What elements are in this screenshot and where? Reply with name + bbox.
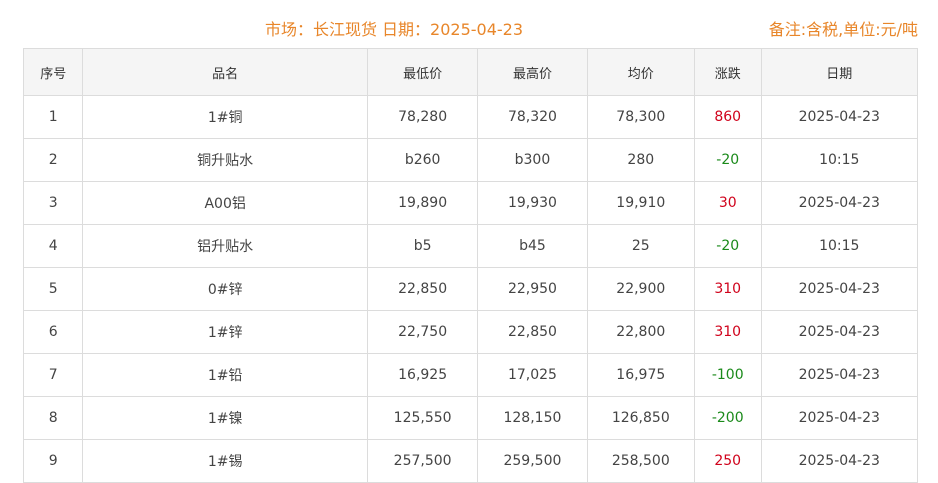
table-row: 7 1#铅 16,925 17,025 16,975 -100 2025-04-23 [22,353,918,397]
table-cell: -20 [693,138,762,182]
table-cell: 125,550 [366,396,479,440]
table-cell: b300 [477,138,588,182]
table-cell: A00铝 [82,181,368,225]
table-cell: 860 [693,95,762,139]
table-cell: 2025-04-23 [760,439,918,483]
table-cell: 铜升贴水 [82,138,368,182]
table-cell: 2 [22,138,84,182]
table-cell: -200 [693,396,762,440]
table-cell: 1 [22,95,84,139]
table-cell: 78,300 [586,95,695,139]
table-cell: 19,910 [586,181,695,225]
table-cell: 9 [22,439,84,483]
table-cell: 259,500 [477,439,588,483]
table-cell: 2025-04-23 [760,353,918,397]
table-cell: -100 [693,353,762,397]
table-cell: 2025-04-23 [760,267,918,311]
table-cell: 7 [22,353,84,397]
table-row: 9 1#锡 257,500 259,500 258,500 250 2025-04-23 [22,439,918,483]
table-cell: 280 [586,138,695,182]
column-header: 序号 [22,48,84,96]
table-cell: 2025-04-23 [760,310,918,354]
table-cell: 78,280 [366,95,479,139]
table-cell: 22,950 [477,267,588,311]
table-cell: 128,150 [477,396,588,440]
table-cell: 22,800 [586,310,695,354]
table-row: 4 铝升贴水 b5 b45 25 -20 10:15 [22,224,918,268]
table-row: 3 A00铝 19,890 19,930 19,910 30 2025-04-23 [22,181,918,225]
table-cell: 1#铜 [82,95,368,139]
table-row: 2 铜升贴水 b260 b300 280 -20 10:15 [22,138,918,182]
table-cell: 2025-04-23 [760,95,918,139]
table-cell: 1#镍 [82,396,368,440]
price-table: 序号 品名 最低价 最高价 均价 涨跌 日期 1 1#铜 78,280 78,320 78,300 8… [22,48,918,483]
table-cell: 16,975 [586,353,695,397]
column-header: 最高价 [477,48,588,96]
unit-note: 备注:含税,单位:元/吨 [768,20,918,39]
table-cell: 257,500 [366,439,479,483]
table-header: 序号 品名 最低价 最高价 均价 涨跌 日期 [22,48,918,96]
table-cell: 1#铅 [82,353,368,397]
table-row: 8 1#镍 125,550 128,150 126,850 -200 2025-04-23 [22,396,918,440]
table-cell: 126,850 [586,396,695,440]
table-cell: 4 [22,224,84,268]
column-header: 日期 [760,48,918,96]
table-cell: 30 [693,181,762,225]
table-cell: 1#锡 [82,439,368,483]
table-cell: 22,750 [366,310,479,354]
column-header: 最低价 [366,48,479,96]
table-row: 1 1#铜 78,280 78,320 78,300 860 2025-04-23 [22,95,918,139]
table-row: 5 0#锌 22,850 22,950 22,900 310 2025-04-23 [22,267,918,311]
table-cell: 铝升贴水 [82,224,368,268]
table-cell: 250 [693,439,762,483]
table-cell: b260 [366,138,479,182]
table-cell: 10:15 [760,224,918,268]
table-cell: 258,500 [586,439,695,483]
table-cell: -20 [693,224,762,268]
table-cell: 3 [22,181,84,225]
table-cell: 25 [586,224,695,268]
table-cell: 2025-04-23 [760,181,918,225]
column-header: 品名 [82,48,368,96]
table-cell: 6 [22,310,84,354]
table-cell: 22,850 [366,267,479,311]
table-cell: 2025-04-23 [760,396,918,440]
table-cell: 5 [22,267,84,311]
table-cell: b45 [477,224,588,268]
table-cell: b5 [366,224,479,268]
table-cell: 19,930 [477,181,588,225]
table-cell: 1#锌 [82,310,368,354]
page-title: 市场：长江现货 日期：2025-04-23 [264,20,524,39]
table-cell: 16,925 [366,353,479,397]
table-cell: 0#锌 [82,267,368,311]
table-cell: 22,900 [586,267,695,311]
table-cell: 17,025 [477,353,588,397]
table-cell: 19,890 [366,181,479,225]
table-cell: 310 [693,310,762,354]
table-cell: 310 [693,267,762,311]
column-header: 均价 [586,48,695,96]
table-row: 6 1#锌 22,750 22,850 22,800 310 2025-04-23 [22,310,918,354]
table-cell: 8 [22,396,84,440]
table-cell: 22,850 [477,310,588,354]
table-cell: 10:15 [760,138,918,182]
table-cell: 78,320 [477,95,588,139]
column-header: 涨跌 [693,48,762,96]
